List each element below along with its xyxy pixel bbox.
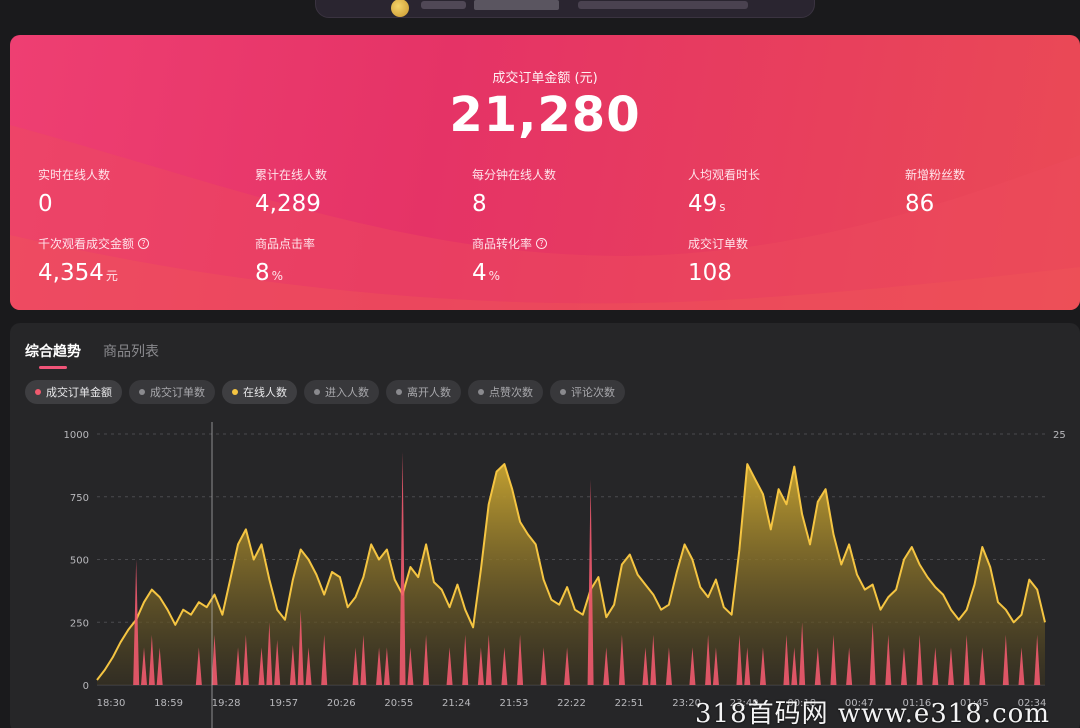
top-header-pill — [315, 0, 815, 18]
metric-card: 每分钟在线人数 8 — [472, 166, 556, 217]
metric-chips: 成交订单金额 成交订单数 在线人数 进入人数 离开人数 点赞次数 评论次数 — [25, 380, 625, 404]
metric-number: 86 — [905, 191, 935, 217]
metric-label-text: 商品转化率 — [472, 237, 533, 251]
chip-dot-icon — [560, 389, 566, 395]
blurred-start-time — [578, 1, 748, 9]
panel-tabs: 综合趋势 商品列表 — [25, 341, 159, 369]
metric-card: 实时在线人数 0 — [38, 166, 110, 217]
metric-label-text: 成交订单数 — [688, 237, 749, 251]
metric-unit: 元 — [105, 269, 118, 283]
metric-number: 0 — [38, 191, 53, 217]
metric-card: 人均观看时长 49 s — [688, 166, 760, 217]
metric-chip[interactable]: 点赞次数 — [468, 380, 543, 404]
metric-unit: % — [488, 269, 501, 283]
chip-dot-icon — [396, 389, 402, 395]
chip-label: 在线人数 — [243, 386, 287, 399]
metric-number: 4,354 — [38, 260, 104, 286]
watermark-text: 318首码网 www.e318.com — [695, 699, 1050, 728]
metric-chip[interactable]: 成交订单金额 — [25, 380, 122, 404]
help-icon[interactable]: ? — [536, 238, 548, 249]
metric-label-text: 每分钟在线人数 — [472, 168, 557, 182]
chip-label: 评论次数 — [571, 386, 615, 399]
summary-card: 成交订单金额 (元) 21,280 实时在线人数 0 累计在线人数 4,289 每分钟在… — [10, 35, 1080, 310]
metric-chip[interactable]: 进入人数 — [304, 380, 379, 404]
tab-product-list[interactable]: 商品列表 — [103, 344, 159, 360]
metric-card: 累计在线人数 4,289 — [255, 166, 327, 217]
metric-label-text: 人均观看时长 — [688, 168, 761, 182]
metric-label: 实时在线人数 — [38, 166, 110, 183]
metric-value: 86 — [905, 191, 965, 217]
metric-card: 千次观看成交金额? 4,354 元 — [38, 235, 150, 286]
chip-label: 离开人数 — [407, 386, 451, 399]
metric-label-text: 新增粉丝数 — [905, 168, 966, 182]
chip-label: 点赞次数 — [489, 386, 533, 399]
tab-overall-trend[interactable]: 综合趋势 — [25, 341, 81, 369]
metric-label: 成交订单数 — [688, 235, 748, 252]
metric-label: 人均观看时长 — [688, 166, 760, 183]
metric-number: 4 — [472, 260, 487, 286]
gmv-value: 21,280 — [449, 87, 641, 143]
metric-value: 108 — [688, 260, 748, 286]
blurred-username — [421, 1, 466, 9]
metric-value: 8 — [472, 191, 556, 217]
metric-unit: s — [719, 200, 726, 214]
metric-label: 每分钟在线人数 — [472, 166, 556, 183]
chip-label: 成交订单数 — [150, 386, 205, 399]
metric-label: 商品转化率? — [472, 235, 548, 252]
trend-panel: 综合趋势 商品列表 成交订单金额 成交订单数 在线人数 进入人数 离开人数 点赞次数 评论次… — [10, 323, 1080, 728]
metric-label-text: 商品点击率 — [255, 237, 316, 251]
metric-unit: % — [271, 269, 284, 283]
metric-number: 4,289 — [255, 191, 321, 217]
metric-card: 商品点击率 8% — [255, 235, 315, 286]
help-icon[interactable]: ? — [138, 238, 150, 249]
gmv-label: 成交订单金额 (元) — [492, 71, 598, 86]
coin-icon — [391, 0, 409, 17]
metric-value: 49 s — [688, 191, 760, 217]
summary-card-wave — [10, 125, 1080, 310]
blurred-badge — [474, 0, 559, 10]
metric-label-text: 累计在线人数 — [255, 168, 328, 182]
metric-chip[interactable]: 评论次数 — [550, 380, 625, 404]
metric-number: 108 — [688, 260, 732, 286]
chip-dot-icon — [232, 389, 238, 395]
chip-label: 进入人数 — [325, 386, 369, 399]
metric-value: 8% — [255, 260, 315, 286]
chip-dot-icon — [139, 389, 145, 395]
metric-chip[interactable]: 离开人数 — [386, 380, 461, 404]
metric-label: 商品点击率 — [255, 235, 315, 252]
chip-dot-icon — [314, 389, 320, 395]
metric-label-text: 千次观看成交金额 — [38, 237, 135, 251]
metric-label: 千次观看成交金额? — [38, 235, 150, 252]
metric-chip[interactable]: 成交订单数 — [129, 380, 215, 404]
metric-card: 商品转化率? 4% — [472, 235, 548, 286]
chip-dot-icon — [35, 389, 41, 395]
metric-label: 累计在线人数 — [255, 166, 327, 183]
metric-value: 0 — [38, 191, 110, 217]
metric-value: 4% — [472, 260, 547, 286]
metric-number: 8 — [255, 260, 270, 286]
metric-value: 4,289 — [255, 191, 327, 217]
metric-label: 新增粉丝数 — [905, 166, 965, 183]
chip-label: 成交订单金额 — [46, 386, 112, 399]
metric-label-text: 实时在线人数 — [38, 168, 111, 182]
metric-number: 49 — [688, 191, 718, 217]
metric-card: 成交订单数 108 — [688, 235, 748, 286]
metric-card: 新增粉丝数 86 — [905, 166, 965, 217]
metric-number: 8 — [472, 191, 487, 217]
metric-value: 4,354 元 — [38, 260, 149, 286]
metric-chip[interactable]: 在线人数 — [222, 380, 297, 404]
chip-dot-icon — [478, 389, 484, 395]
